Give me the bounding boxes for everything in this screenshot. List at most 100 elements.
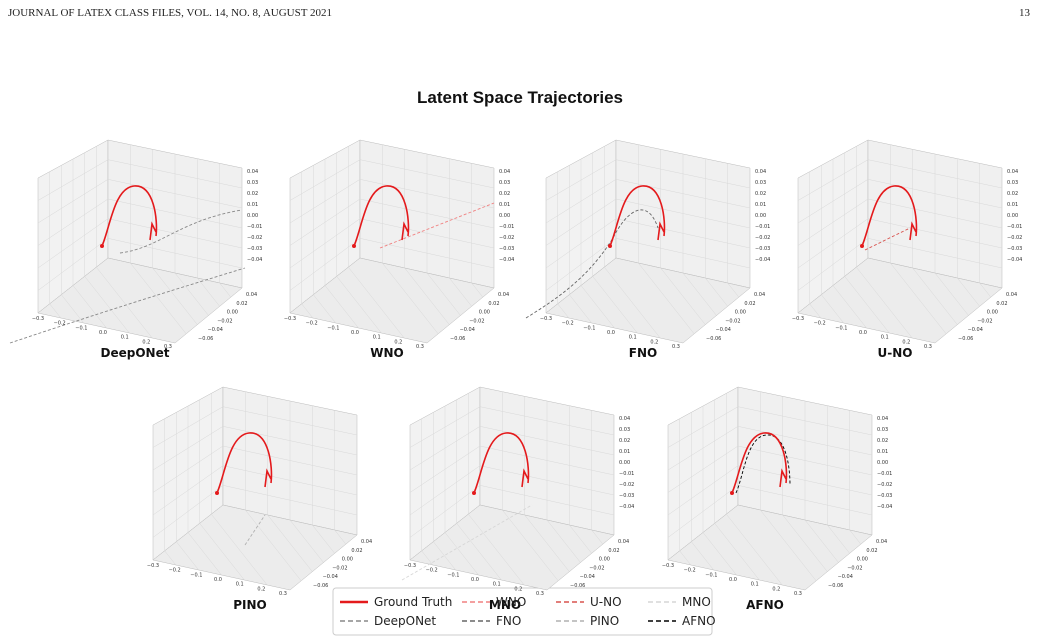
ground-truth-trajectory xyxy=(861,185,918,247)
plot-panel: 0.04 0.03 0.02 0.01 0.00 −0.01 −0.02 −0.03 −0.04… xyxy=(284,139,514,350)
z-tick-label: 0.01 xyxy=(619,449,630,455)
z-tick-label: 0.02 xyxy=(877,438,888,444)
panel-label: DeepONet xyxy=(101,346,170,360)
y-tick-label: −0.04 xyxy=(838,574,853,580)
grid-line xyxy=(957,158,980,307)
z-tick-label: −0.01 xyxy=(877,471,892,477)
y-tick-label: 0.00 xyxy=(479,310,490,316)
z-tick-label: 0.02 xyxy=(619,438,630,444)
panel-label: U-NO xyxy=(878,346,913,360)
grid-line xyxy=(471,163,484,298)
y-tick-label: 0.00 xyxy=(342,557,353,563)
x-tick-label: 0.2 xyxy=(394,339,402,345)
grid-line xyxy=(289,401,324,563)
ground-truth-trajectory xyxy=(353,185,410,247)
grid-line xyxy=(546,401,581,563)
z-tick-label: −0.04 xyxy=(499,257,514,263)
grid-line xyxy=(545,238,751,291)
x-tick-label: 0.0 xyxy=(99,330,107,336)
ground-truth-trajectory xyxy=(731,432,788,494)
z-tick-label: 0.00 xyxy=(619,460,630,466)
z-tick-label: 0.04 xyxy=(499,169,510,175)
z-tick-label: 0.03 xyxy=(755,180,766,186)
grid-line xyxy=(152,149,198,325)
x-tick-label: −0.2 xyxy=(169,568,181,574)
grid-line xyxy=(912,149,958,325)
y-tick-label: 0.00 xyxy=(735,310,746,316)
x-tick-label: −0.1 xyxy=(705,572,717,578)
z-tick-label: 0.01 xyxy=(877,449,888,455)
x-tick-label: 0.3 xyxy=(416,344,424,350)
legend-label: U-NO xyxy=(590,595,622,609)
grid-line xyxy=(797,238,1003,291)
x-tick-label: −0.3 xyxy=(540,316,552,322)
grid-line xyxy=(569,405,592,554)
plot-panel: 0.04 0.03 0.02 0.01 0.00 −0.01 −0.02 −0.03 −0.04… xyxy=(9,139,262,350)
panel-label: MNO xyxy=(489,598,521,612)
ground-truth-trajectory xyxy=(609,185,666,247)
grid-line xyxy=(84,152,130,334)
ground-truth-trajectory xyxy=(101,185,158,247)
start-marker xyxy=(730,491,734,495)
y-tick-label: 0.04 xyxy=(361,539,372,545)
legend-label: AFNO xyxy=(682,614,716,628)
grid-line xyxy=(289,238,495,291)
x-tick-label: −0.1 xyxy=(447,572,459,578)
panel-label: WNO xyxy=(370,346,403,360)
y-tick-label: 0.04 xyxy=(754,292,765,298)
z-tick-label: −0.02 xyxy=(755,235,770,241)
y-tick-label: 0.04 xyxy=(876,539,887,545)
grid-line xyxy=(827,405,850,554)
z-tick-label: −0.02 xyxy=(619,482,634,488)
y-tick-label: −0.04 xyxy=(323,574,338,580)
y-tick-label: 0.04 xyxy=(498,292,509,298)
legend-label: MNO xyxy=(682,595,711,609)
x-tick-label: −0.3 xyxy=(147,563,159,569)
grid-line xyxy=(174,154,209,316)
x-tick-label: −0.1 xyxy=(835,325,847,331)
grid-line xyxy=(667,485,873,538)
y-tick-label: −0.06 xyxy=(706,336,721,342)
z-tick-label: −0.03 xyxy=(755,246,770,252)
x-tick-label: −0.2 xyxy=(54,321,66,327)
y-tick-label: 0.00 xyxy=(987,310,998,316)
start-marker xyxy=(608,244,612,248)
x-tick-label: −0.2 xyxy=(684,568,696,574)
z-tick-label: 0.04 xyxy=(619,416,630,422)
z-tick-label: −0.04 xyxy=(755,257,770,263)
y-tick-label: 0.02 xyxy=(608,548,619,554)
y-tick-label: 0.04 xyxy=(618,539,629,545)
grid-line xyxy=(449,158,472,307)
z-tick-label: −0.03 xyxy=(1007,246,1022,252)
y-tick-label: 0.00 xyxy=(227,310,238,316)
x-tick-label: −0.1 xyxy=(327,325,339,331)
y-tick-label: −0.02 xyxy=(217,318,232,324)
panel-label: PINO xyxy=(233,598,267,612)
ground-truth-trajectory xyxy=(473,432,530,494)
grid-line xyxy=(580,159,615,329)
y-tick-label: −0.02 xyxy=(589,565,604,571)
plot-panel: 0.04 0.02 0.00 −0.02 −0.04 −0.06 −0.3 −0.2 −0.1 0… xyxy=(147,386,372,597)
x-tick-label: 0.1 xyxy=(236,582,244,588)
ground-truth-trajectory xyxy=(216,432,273,494)
y-tick-label: −0.02 xyxy=(847,565,862,571)
start-marker xyxy=(860,244,864,248)
z-tick-label: −0.04 xyxy=(247,257,262,263)
x-tick-label: −0.1 xyxy=(190,572,202,578)
grid-line xyxy=(934,154,969,316)
z-tick-label: 0.04 xyxy=(877,416,888,422)
x-tick-label: 0.3 xyxy=(924,344,932,350)
z-tick-label: 0.01 xyxy=(499,202,510,208)
x-tick-label: 0.0 xyxy=(607,330,615,336)
z-tick-label: 0.00 xyxy=(499,213,510,219)
z-tick-label: −0.01 xyxy=(1007,224,1022,230)
z-tick-label: −0.02 xyxy=(499,235,514,241)
z-tick-label: 0.03 xyxy=(1007,180,1018,186)
grid-line xyxy=(705,158,728,307)
z-tick-label: −0.04 xyxy=(877,504,892,510)
legend-label: DeepONet xyxy=(374,614,436,628)
grid-line xyxy=(832,159,867,329)
grid-line xyxy=(569,165,592,324)
y-tick-label: −0.04 xyxy=(580,574,595,580)
x-tick-label: 0.2 xyxy=(772,586,780,592)
